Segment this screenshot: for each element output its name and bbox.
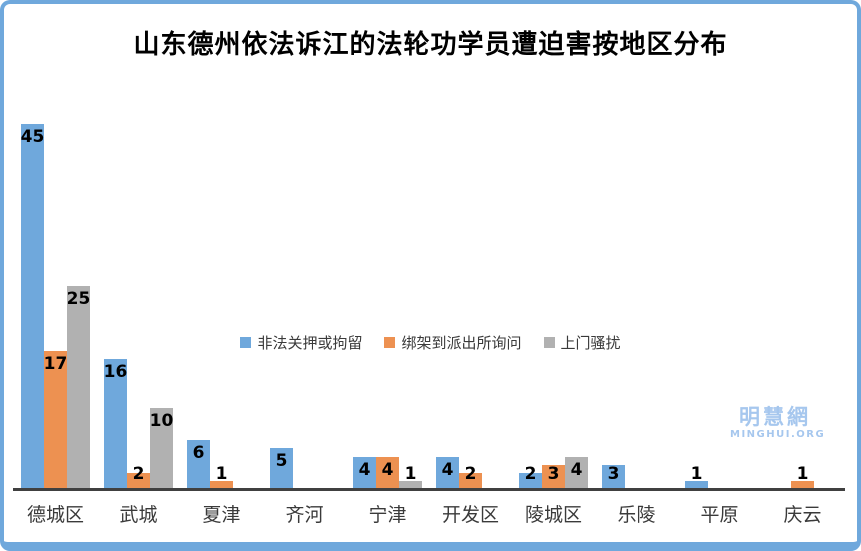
value-label: 25 bbox=[66, 289, 91, 309]
value-label: 4 bbox=[381, 460, 394, 480]
value-label: 1 bbox=[690, 464, 703, 484]
value-label: 16 bbox=[103, 362, 128, 382]
value-label: 17 bbox=[43, 354, 68, 374]
value-label: 1 bbox=[215, 464, 228, 484]
bar-平原-series0 bbox=[685, 481, 708, 489]
legend-label: 非法关押或拘留 bbox=[257, 334, 363, 352]
value-label: 1 bbox=[404, 464, 417, 484]
bar-陵城区-series0 bbox=[519, 473, 542, 489]
category-label-平原: 平原 bbox=[700, 504, 739, 526]
legend-item-series2: 上门骚扰 bbox=[543, 332, 621, 353]
bar-夏津-series1 bbox=[210, 481, 233, 489]
legend-item-series1: 绑架到派出所询问 bbox=[384, 332, 522, 353]
bar-陵城区-series2 bbox=[565, 457, 588, 489]
value-label: 10 bbox=[149, 411, 174, 431]
x-axis-line bbox=[13, 488, 845, 491]
bar-武城-series1 bbox=[127, 473, 150, 489]
legend: 非法关押或拘留 绑架到派出所询问 上门骚扰 bbox=[0, 332, 861, 353]
legend-swatch-icon bbox=[543, 337, 555, 348]
chart-title: 山东德州依法诉江的法轮功学员遭迫害按地区分布 bbox=[133, 30, 728, 60]
value-label: 3 bbox=[607, 464, 620, 484]
value-label: 4 bbox=[570, 460, 583, 480]
bar-德城区-series1 bbox=[44, 351, 67, 489]
legend-item-series0: 非法关押或拘留 bbox=[240, 332, 362, 353]
value-label: 4 bbox=[358, 460, 371, 480]
legend-label: 上门骚扰 bbox=[560, 334, 621, 352]
bar-武城-series2 bbox=[150, 408, 173, 489]
bar-开发区-series1 bbox=[459, 473, 482, 489]
legend-label: 绑架到派出所询问 bbox=[401, 334, 522, 352]
bar-武城-series0 bbox=[104, 359, 127, 489]
watermark-english-text: MINGHUI.ORG bbox=[730, 429, 826, 440]
value-label: 45 bbox=[20, 127, 45, 147]
bar-乐陵-series0 bbox=[602, 465, 625, 489]
bar-宁津-series0 bbox=[353, 457, 376, 489]
category-label-武城: 武城 bbox=[119, 504, 158, 526]
value-label: 5 bbox=[275, 451, 288, 471]
value-label: 2 bbox=[464, 464, 477, 484]
category-label-宁津: 宁津 bbox=[368, 504, 407, 526]
bar-宁津-series1 bbox=[376, 457, 399, 489]
minghui-watermark: 明慧網 MINGHUI.ORG bbox=[730, 405, 826, 441]
bar-庆云-series1 bbox=[791, 481, 814, 489]
bar-德城区-series2 bbox=[67, 286, 90, 489]
value-label: 1 bbox=[796, 464, 809, 484]
value-label: 4 bbox=[441, 460, 454, 480]
watermark-chinese-text: 明慧網 bbox=[739, 405, 811, 429]
value-label: 2 bbox=[132, 464, 145, 484]
legend-swatch-icon bbox=[384, 337, 396, 348]
bar-德城区-series0 bbox=[21, 124, 44, 489]
bar-宁津-series2 bbox=[399, 481, 422, 489]
bar-开发区-series0 bbox=[436, 457, 459, 489]
legend-swatch-icon bbox=[240, 337, 252, 348]
bar-夏津-series0 bbox=[187, 440, 210, 489]
category-label-夏津: 夏津 bbox=[202, 504, 241, 526]
value-label: 3 bbox=[547, 464, 560, 484]
value-label: 6 bbox=[192, 443, 205, 463]
value-label: 2 bbox=[524, 464, 537, 484]
category-label-庆云: 庆云 bbox=[783, 504, 822, 526]
category-label-德城区: 德城区 bbox=[26, 504, 84, 526]
category-label-齐河: 齐河 bbox=[285, 504, 324, 526]
category-label-陵城区: 陵城区 bbox=[524, 504, 582, 526]
category-label-开发区: 开发区 bbox=[441, 504, 499, 526]
bar-齐河-series0 bbox=[270, 448, 293, 489]
bar-陵城区-series1 bbox=[542, 465, 565, 489]
category-label-乐陵: 乐陵 bbox=[617, 504, 656, 526]
